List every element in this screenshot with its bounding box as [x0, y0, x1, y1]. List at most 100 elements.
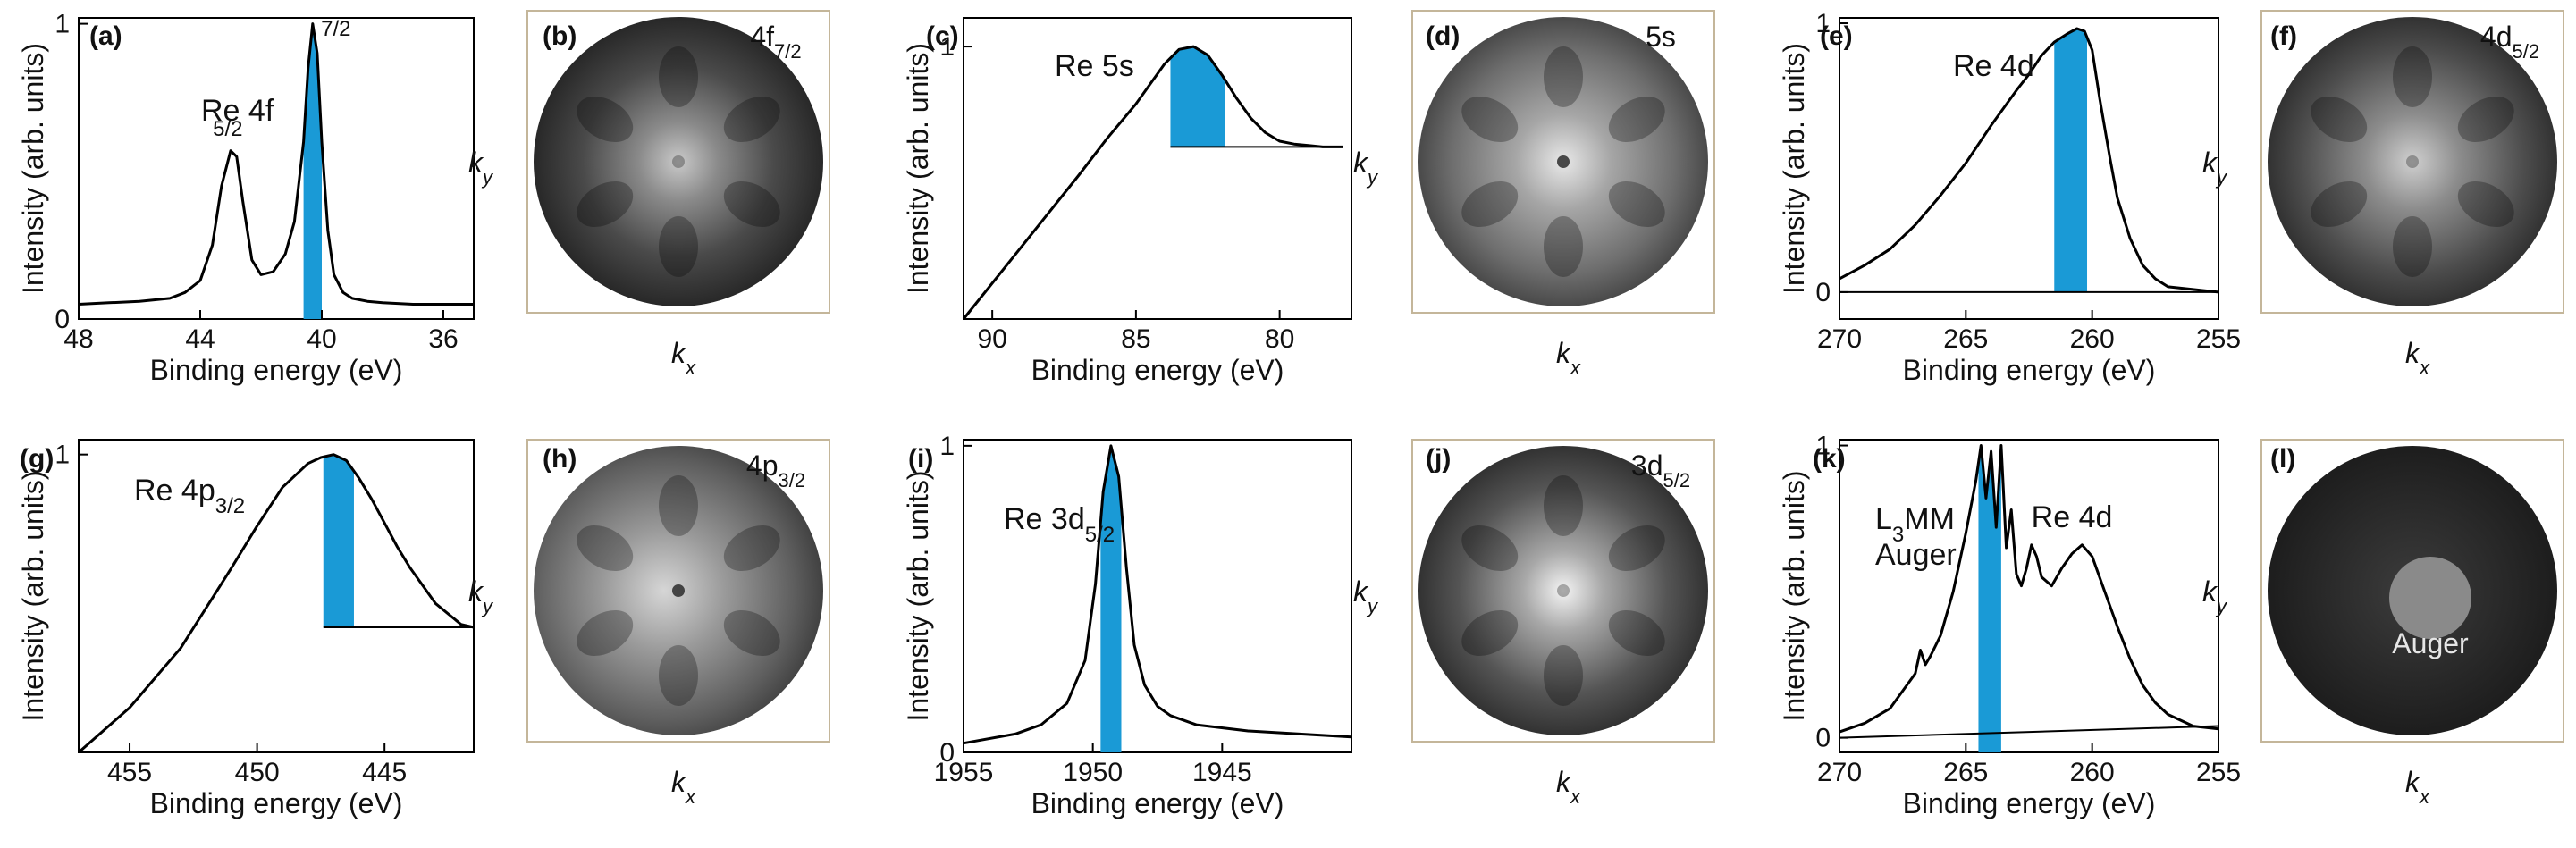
x-tick-label: 450 — [235, 758, 280, 787]
panel-label: (f) — [2270, 21, 2297, 51]
pattern-feature — [723, 609, 780, 657]
x-axis-label: Binding energy (eV) — [150, 354, 403, 386]
chart-panel: 455 450 445 1 Binding energy (eV) Intensity (… — [17, 439, 475, 819]
y-tick-label: 1 — [939, 432, 955, 461]
panel-label: (g) — [20, 444, 54, 474]
pattern-feature — [577, 525, 634, 572]
plot-frame — [78, 439, 475, 753]
x-tick-label: 265 — [1943, 758, 1988, 787]
peak-label: 7/2 — [321, 17, 350, 41]
x-tick-label: 85 — [1121, 324, 1150, 354]
center-spot — [1557, 584, 1570, 597]
plot-frame — [963, 17, 1352, 320]
peak-annotation: Re 5s — [1055, 49, 1134, 83]
highlight-band — [1170, 46, 1225, 147]
x-tick-label: 1955 — [934, 758, 994, 787]
pattern-feature — [2457, 181, 2514, 228]
y-axis-label: Intensity (arb. units) — [1778, 471, 1810, 722]
momentum-map-panel: (b) 4f7/2 kx ky — [468, 10, 830, 379]
panel-label: (c) — [926, 21, 959, 51]
kx-axis-label: kx — [1556, 766, 1581, 808]
spectrum-line — [78, 453, 475, 754]
momentum-map-panel: (f) 4d5/2 kx ky — [2202, 10, 2564, 379]
x-tick-label: 1945 — [1192, 758, 1252, 787]
x-axis-label: Binding energy (eV) — [1031, 354, 1284, 386]
pattern-feature — [659, 46, 698, 107]
pattern-feature — [1461, 525, 1519, 572]
ky-axis-label: ky — [1353, 147, 1379, 189]
x-tick-label: 265 — [1943, 324, 1988, 354]
map-level-label: 4p3/2 — [746, 449, 805, 491]
panel-label: (d) — [1426, 21, 1460, 51]
pattern-feature — [723, 181, 780, 228]
y-tick-label: 0 — [1815, 278, 1831, 307]
panel-label: (b) — [543, 21, 577, 51]
y-tick-label: 1 — [55, 441, 70, 470]
x-axis-label: Binding energy (eV) — [1031, 787, 1284, 819]
ky-axis-label: ky — [468, 575, 494, 617]
y-axis-label: Intensity (arb. units) — [1778, 43, 1810, 294]
map-level-label: 3d5/2 — [1631, 449, 1690, 491]
y-tick-label: 1 — [1815, 9, 1831, 38]
x-tick-label: 44 — [185, 324, 215, 354]
pattern-feature — [577, 609, 634, 657]
peak-annotation: Re 3d5/2 — [1004, 502, 1115, 547]
peak-annotation: Auger — [1875, 538, 1957, 572]
center-spot — [2406, 155, 2419, 168]
y-tick-label: 0 — [939, 738, 955, 768]
pattern-feature — [1461, 96, 1519, 143]
x-tick-label: 80 — [1265, 324, 1294, 354]
pattern-feature — [2311, 181, 2368, 228]
chart-panel: 1955 1950 1945 0 1 Binding energy (eV) Intensi… — [902, 432, 1352, 819]
plot-frame — [1839, 17, 2219, 320]
plot-frame — [1839, 439, 2219, 753]
kx-axis-label: kx — [671, 337, 696, 379]
momentum-map-panel: (h) 4p3/2 kx ky — [468, 439, 830, 808]
kx-axis-label: kx — [1556, 337, 1581, 379]
highlight-band — [2054, 29, 2088, 292]
x-tick-label: 48 — [63, 324, 93, 354]
kx-axis-label: kx — [2405, 766, 2430, 808]
chart-panel: 48 44 40 36 0 1 Binding energy (eV) Intensity (… — [17, 10, 475, 386]
y-axis-label: Intensity (arb. units) — [17, 43, 49, 294]
spectrum-line — [78, 22, 474, 306]
pattern-feature — [1608, 96, 1665, 143]
pattern-feature — [1461, 609, 1519, 657]
pattern-feature — [1608, 525, 1665, 572]
panel-label: (l) — [2270, 444, 2295, 474]
x-tick-label: 36 — [428, 324, 458, 354]
x-tick-label: 445 — [362, 758, 407, 787]
x-tick-label: 260 — [2070, 758, 2115, 787]
pattern-feature — [723, 525, 780, 572]
panel-label: (e) — [1820, 21, 1853, 51]
y-tick-label: 0 — [1815, 724, 1831, 753]
x-tick-label: 255 — [2196, 758, 2241, 787]
x-tick-label: 255 — [2196, 324, 2241, 354]
x-tick-label: 40 — [307, 324, 336, 354]
pattern-feature — [659, 216, 698, 277]
pattern-feature — [577, 96, 634, 143]
pattern-feature — [1461, 181, 1519, 228]
panel-label: (a) — [89, 21, 122, 51]
y-tick-label: 1 — [1815, 432, 1831, 461]
x-axis-label: Binding energy (eV) — [1903, 354, 2156, 386]
ky-axis-label: ky — [1353, 575, 1379, 617]
momentum-map-panel: Auger (l) kx ky — [2202, 439, 2564, 808]
x-tick-label: 260 — [2070, 324, 2115, 354]
x-tick-label: 1950 — [1063, 758, 1123, 787]
auger-label: Auger — [2392, 627, 2469, 659]
peak-label: 5/2 — [213, 117, 242, 141]
auger-spot — [2389, 557, 2471, 639]
y-tick-label: 0 — [55, 305, 70, 334]
ky-axis-label: ky — [2202, 147, 2228, 189]
center-spot — [672, 584, 685, 597]
spectrum-line — [963, 444, 1352, 745]
pattern-feature — [1544, 475, 1583, 536]
peak-annotation: Re 4p3/2 — [134, 474, 245, 518]
y-tick-label: 1 — [939, 32, 955, 62]
momentum-map-panel: (j) 3d5/2 kx ky — [1353, 439, 1715, 808]
kx-axis-label: kx — [2405, 337, 2430, 379]
pattern-feature — [1544, 216, 1583, 277]
pattern-feature — [2393, 46, 2432, 107]
